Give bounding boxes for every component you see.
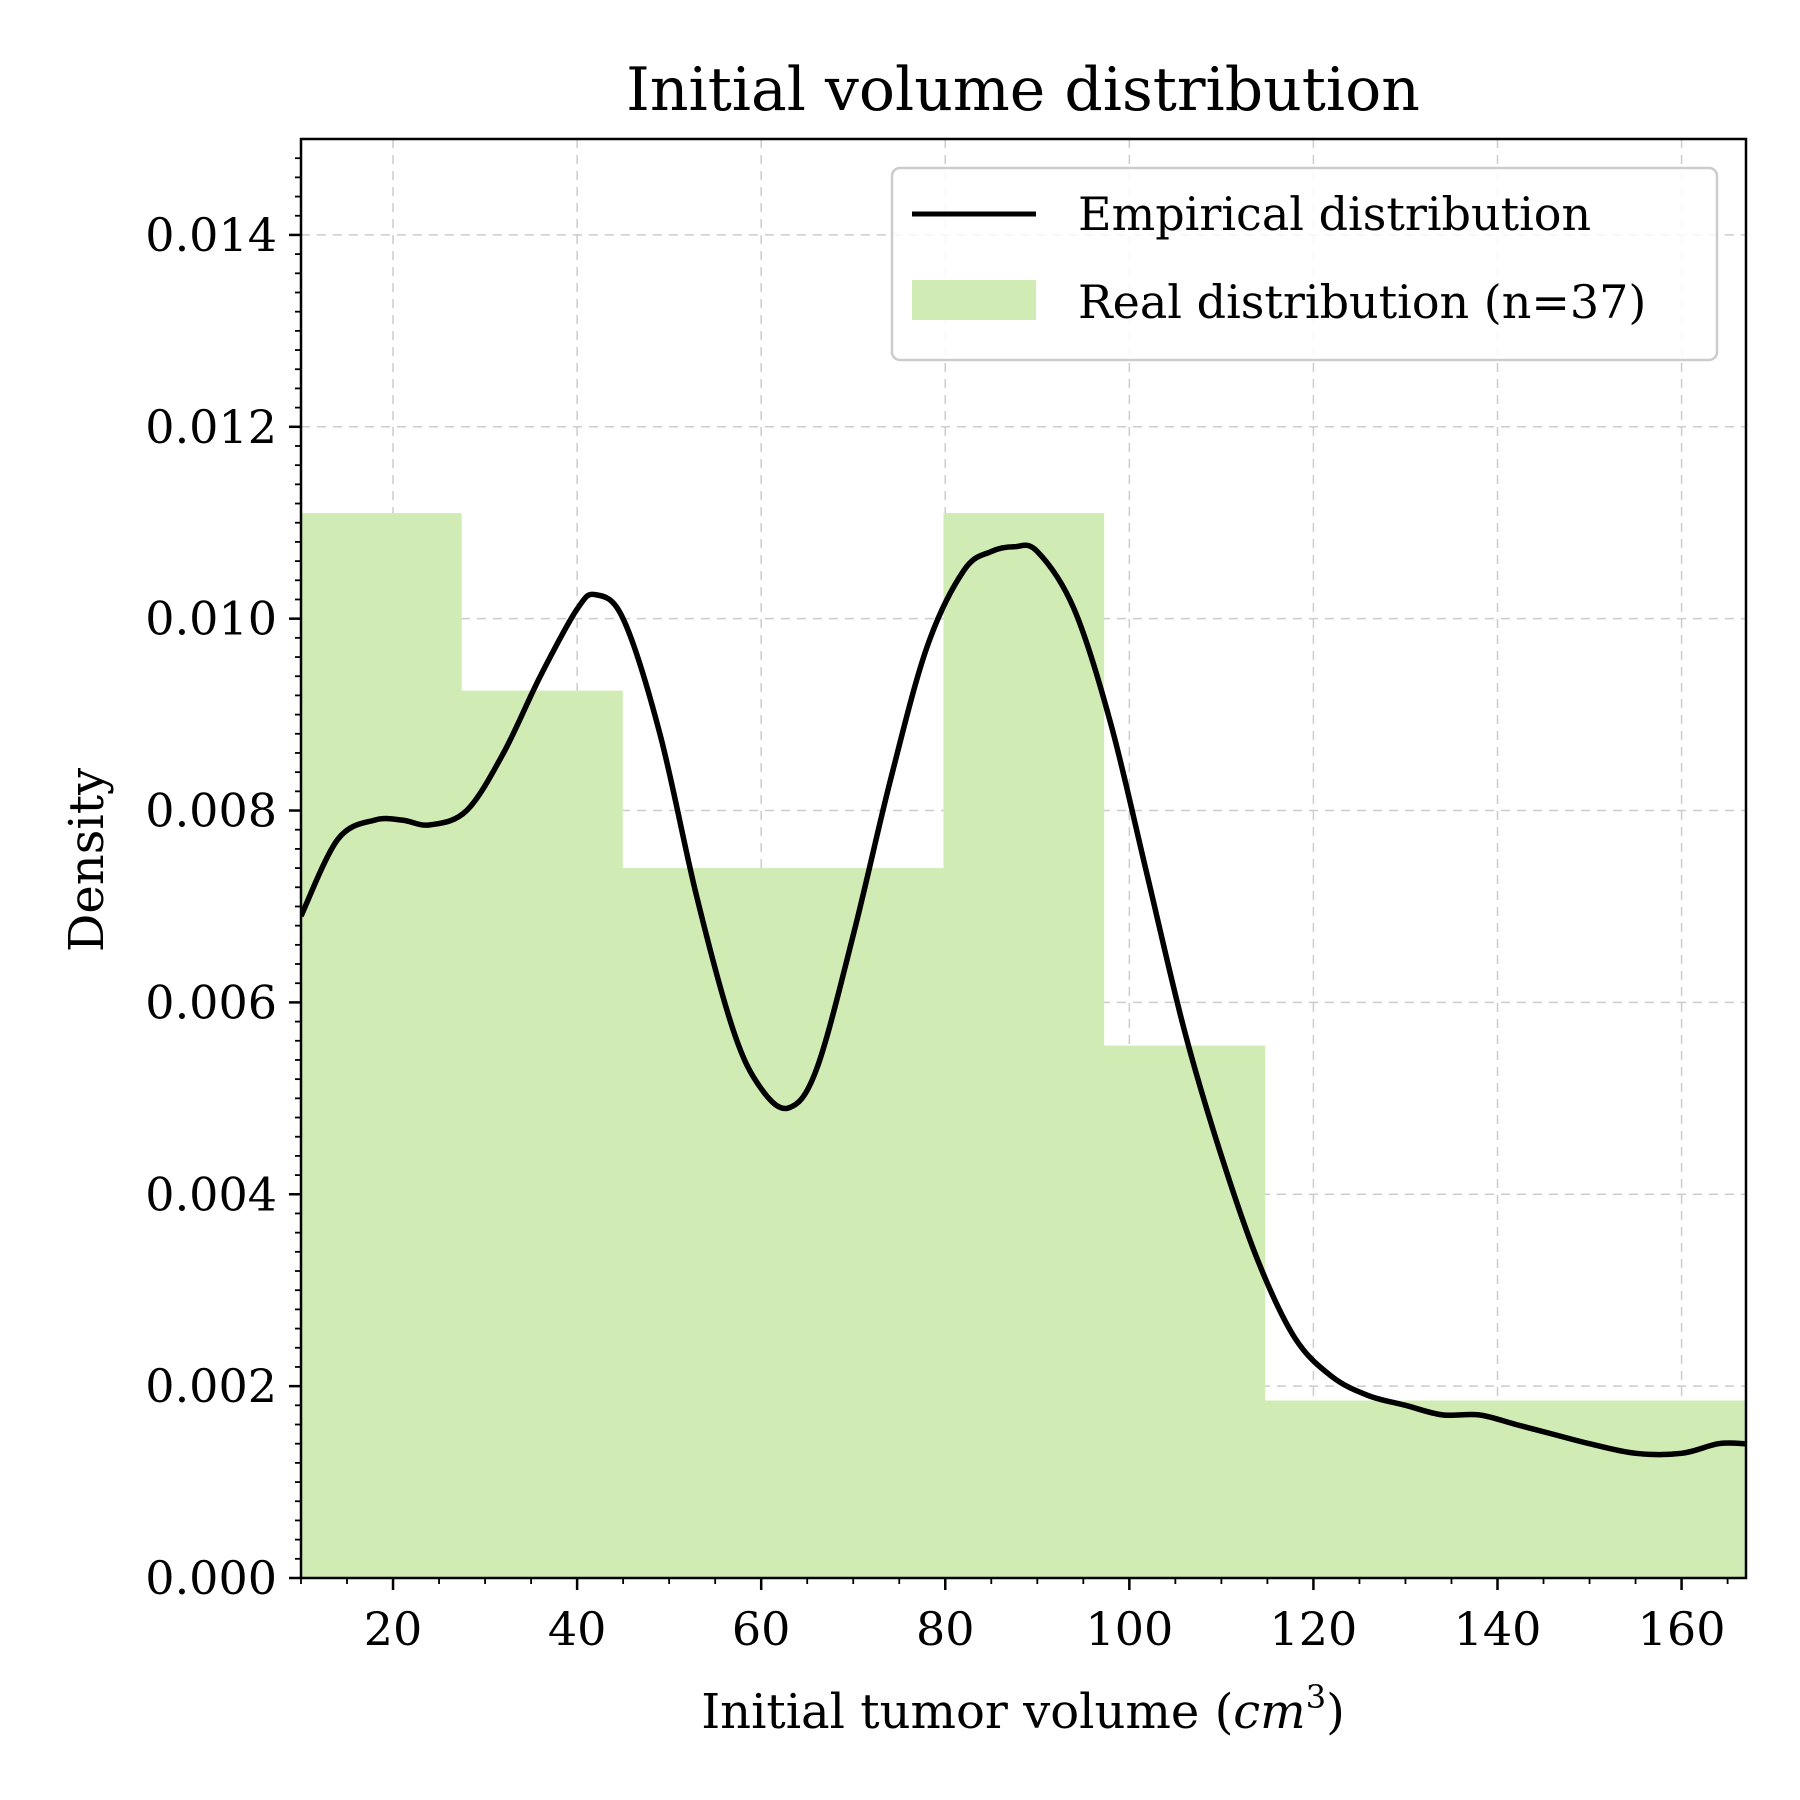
x-tick-label-7: 160 (1638, 1602, 1726, 1656)
histogram-bars (301, 513, 1747, 1578)
x-axis-label-superscript: 3 (1306, 1678, 1326, 1716)
y-axis-label: Density (59, 768, 115, 952)
y-tick-label-1: 0.002 (145, 1359, 277, 1413)
x-axis-label-prefix: Initial tumor volume ( (701, 1684, 1233, 1740)
y-tick-label-0: 0.000 (145, 1551, 277, 1605)
legend-histogram-swatch (912, 280, 1036, 320)
histogram-bar-8 (1585, 1400, 1747, 1578)
histogram-bar-7 (1424, 1400, 1587, 1578)
x-tick-label-0: 20 (364, 1602, 423, 1656)
x-axis-label: Initial tumor volume (cm3) (701, 1678, 1345, 1740)
axes-frame (299, 137, 1748, 1580)
histogram-bar-5 (1103, 1045, 1266, 1578)
legend-label-empirical: Empirical distribution (1078, 187, 1591, 241)
axes-border (299, 137, 1748, 1580)
x-tick-label-4: 100 (1085, 1602, 1173, 1656)
legend: Empirical distribution Real distribution… (890, 166, 1719, 362)
y-tick-label-4: 0.008 (145, 784, 277, 838)
x-tick-label-2: 60 (732, 1602, 791, 1656)
x-tick-label-5: 120 (1270, 1602, 1358, 1656)
legend-label-real: Real distribution (n=37) (1078, 275, 1646, 329)
y-tick-label-2: 0.004 (145, 1167, 277, 1221)
x-axis-label-unit: cm (1233, 1684, 1305, 1740)
x-axis-label-suffix: ) (1326, 1684, 1345, 1740)
y-tick-label-5: 0.010 (145, 592, 277, 646)
histogram-bar-2 (622, 868, 783, 1578)
histogram-bar-3 (782, 868, 945, 1578)
chart-title: Initial volume distribution (626, 55, 1420, 125)
kde-line-layer (301, 542, 1746, 1458)
x-tick-label-6: 140 (1454, 1602, 1542, 1656)
histogram-bar-1 (461, 690, 623, 1578)
y-tick-label-3: 0.006 (145, 975, 277, 1029)
x-tick-label-1: 40 (548, 1602, 607, 1656)
axis-ticks: 20 40 60 80 100 120 140 160 0.000 0.002 0.004 0.006… (145, 157, 1729, 1656)
kde-line (301, 542, 1746, 1458)
y-tick-label-7: 0.014 (145, 208, 277, 262)
x-tick-label-3: 80 (916, 1602, 975, 1656)
legend-box (890, 166, 1719, 362)
histogram-bar-4 (943, 513, 1105, 1578)
histogram-bar-0 (301, 513, 462, 1578)
histogram-bar-6 (1264, 1400, 1426, 1578)
y-tick-label-6: 0.012 (145, 400, 277, 454)
